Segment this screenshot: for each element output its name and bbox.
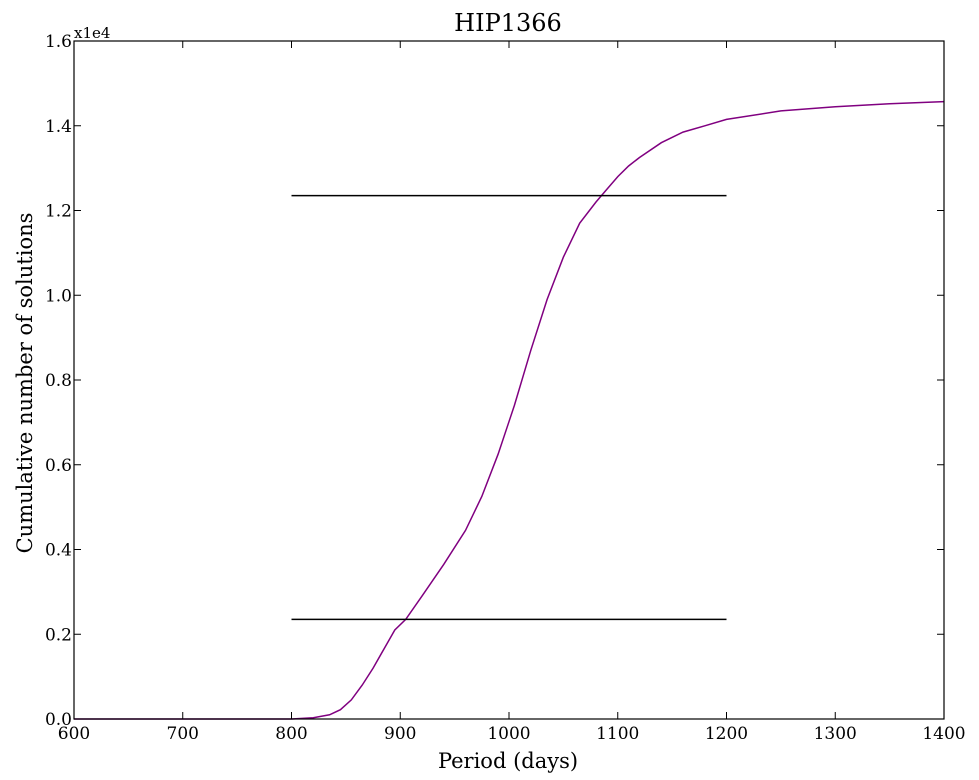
y-axis-label: Cumulative number of solutions: [13, 213, 37, 554]
series-line-0: [74, 100, 945, 720]
y-tick-label: 0.4: [45, 541, 72, 561]
x-tick-label: 600: [58, 724, 90, 744]
x-tick-label: 800: [275, 724, 307, 744]
x-tick-label: 700: [167, 724, 199, 744]
y-tick-label: 1.0: [45, 286, 72, 306]
y-tick-label: 1.2: [45, 202, 72, 222]
x-tick-label: 1300: [814, 724, 857, 744]
y-tick-label: 0.8: [45, 371, 72, 391]
x-tick-label: 1400: [922, 724, 965, 744]
y-tick-label: 0.2: [45, 625, 72, 645]
x-tick-label: 1000: [487, 724, 530, 744]
y-axis-offset-label: x1e4: [74, 24, 110, 42]
y-tick-label: 0.6: [45, 456, 72, 476]
y-tick-label: 1.6: [45, 32, 72, 52]
x-tick-label: 1100: [596, 724, 639, 744]
plot-area: 600 700 800 900 1000 1100 1200 1300 1400 0.0 0.2 0.…: [45, 32, 966, 744]
x-tick-label: 1200: [705, 724, 748, 744]
axes-frame: [73, 40, 945, 720]
x-tick-label: 900: [384, 724, 416, 744]
chart-title: HIP1366: [454, 9, 562, 37]
y-tick-label: 0.0: [45, 710, 72, 730]
y-tick-label: 1.4: [45, 117, 72, 137]
x-axis-label: Period (days): [438, 749, 578, 773]
